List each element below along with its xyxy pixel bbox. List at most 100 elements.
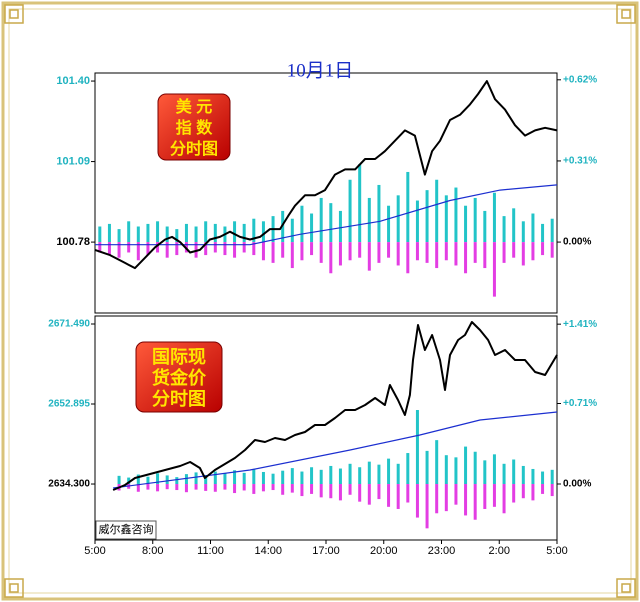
volume-bar [233, 484, 237, 494]
volume-bar [406, 484, 410, 503]
price-line [94, 80, 558, 270]
x-tick-label: 23:00 [428, 545, 456, 557]
source-label: 威尔鑫咨询 [99, 522, 154, 536]
volume-bar [454, 242, 458, 266]
badge-text: 货金价 [152, 367, 207, 388]
volume-bar [261, 221, 265, 243]
volume-bar [550, 218, 554, 243]
volume-bar [117, 475, 121, 485]
volume-bar [310, 242, 314, 256]
volume-bar [521, 484, 525, 499]
volume-bar [550, 242, 554, 258]
volume-bar [290, 218, 294, 243]
volume-bar [233, 242, 237, 258]
source-box [95, 520, 157, 540]
y-tick-label: 100.78 [56, 236, 90, 248]
volume-bar [367, 242, 371, 271]
volume-bar [329, 484, 333, 499]
volume-bar [338, 242, 342, 266]
volume-bar [136, 474, 140, 485]
x-tick-label: 17:00 [312, 545, 340, 557]
volume-bar [492, 242, 496, 297]
volume-bar [98, 226, 102, 243]
volume-bar [387, 205, 391, 243]
volume-bar [252, 242, 256, 256]
volume-bar [483, 460, 487, 485]
volume-bar [387, 484, 391, 507]
volume-bar [175, 242, 179, 256]
volume-bar [502, 484, 506, 514]
volume-bar [136, 242, 140, 261]
y2-tick-label: +0.62% [563, 74, 597, 85]
volume-bar [377, 484, 381, 500]
volume-bar [194, 484, 198, 490]
volume-bar [473, 197, 477, 243]
volume-bar [541, 484, 545, 494]
volume-bar [281, 242, 285, 258]
y2-tick-label: +0.71% [563, 398, 597, 409]
volume-bar [223, 484, 227, 490]
volume-bar [425, 484, 429, 529]
volume-bar [107, 242, 111, 256]
volume-bar [242, 484, 246, 491]
volume-bar [512, 242, 516, 258]
volume-bar [204, 242, 208, 256]
y2-tick-label: +0.31% [563, 156, 597, 167]
volume-bar [261, 242, 265, 261]
volume-bar [184, 474, 188, 485]
volume-bar [319, 469, 323, 485]
volume-bar [300, 205, 304, 243]
x-tick-label: 20:00 [370, 545, 398, 557]
volume-bar [252, 484, 256, 494]
volume-bar [252, 218, 256, 243]
volume-bar [435, 484, 439, 514]
volume-bar [136, 484, 140, 492]
volume-bar [435, 440, 439, 485]
volume-bar [242, 223, 246, 243]
volume-bar [156, 473, 160, 485]
volume-bar [194, 226, 198, 243]
volume-bar [271, 473, 275, 485]
volume-bar [377, 242, 381, 263]
volume-bar [175, 229, 179, 243]
volume-bar [415, 410, 419, 485]
y-tick-label: 2652.895 [48, 399, 90, 410]
volume-bar [425, 242, 429, 263]
volume-bar [146, 484, 150, 490]
volume-bar [271, 242, 275, 263]
volume-bar [213, 223, 217, 243]
volume-bar [184, 223, 188, 243]
volume-bar [387, 458, 391, 485]
volume-bar [184, 484, 188, 493]
volume-bar [175, 484, 179, 491]
volume-bar [521, 242, 525, 266]
volume-bar [204, 474, 208, 485]
volume-bar [281, 484, 285, 495]
volume-bar [348, 242, 352, 261]
volume-bar [396, 242, 400, 266]
badge-text: 指 数 [176, 118, 213, 137]
volume-bar [156, 221, 160, 243]
volume-bar [415, 242, 419, 261]
volume-bar [290, 242, 294, 269]
volume-bar [502, 216, 506, 243]
volume-bar [502, 242, 506, 263]
price-line [113, 411, 558, 489]
volume-bar [492, 454, 496, 485]
badge-text: 分时图 [152, 389, 206, 409]
volume-bar [156, 242, 160, 253]
volume-bar [521, 465, 525, 485]
volume-bar [541, 223, 545, 243]
chart-title: 10月1日 [287, 60, 354, 81]
volume-bar [444, 455, 448, 485]
volume-bar [252, 468, 256, 485]
volume-bar [435, 179, 439, 243]
badge-text: 分时图 [170, 140, 218, 158]
volume-bar [454, 457, 458, 485]
volume-bar [136, 226, 140, 243]
volume-bar [550, 484, 554, 497]
volume-bar [242, 472, 246, 485]
volume-bar [406, 453, 410, 485]
